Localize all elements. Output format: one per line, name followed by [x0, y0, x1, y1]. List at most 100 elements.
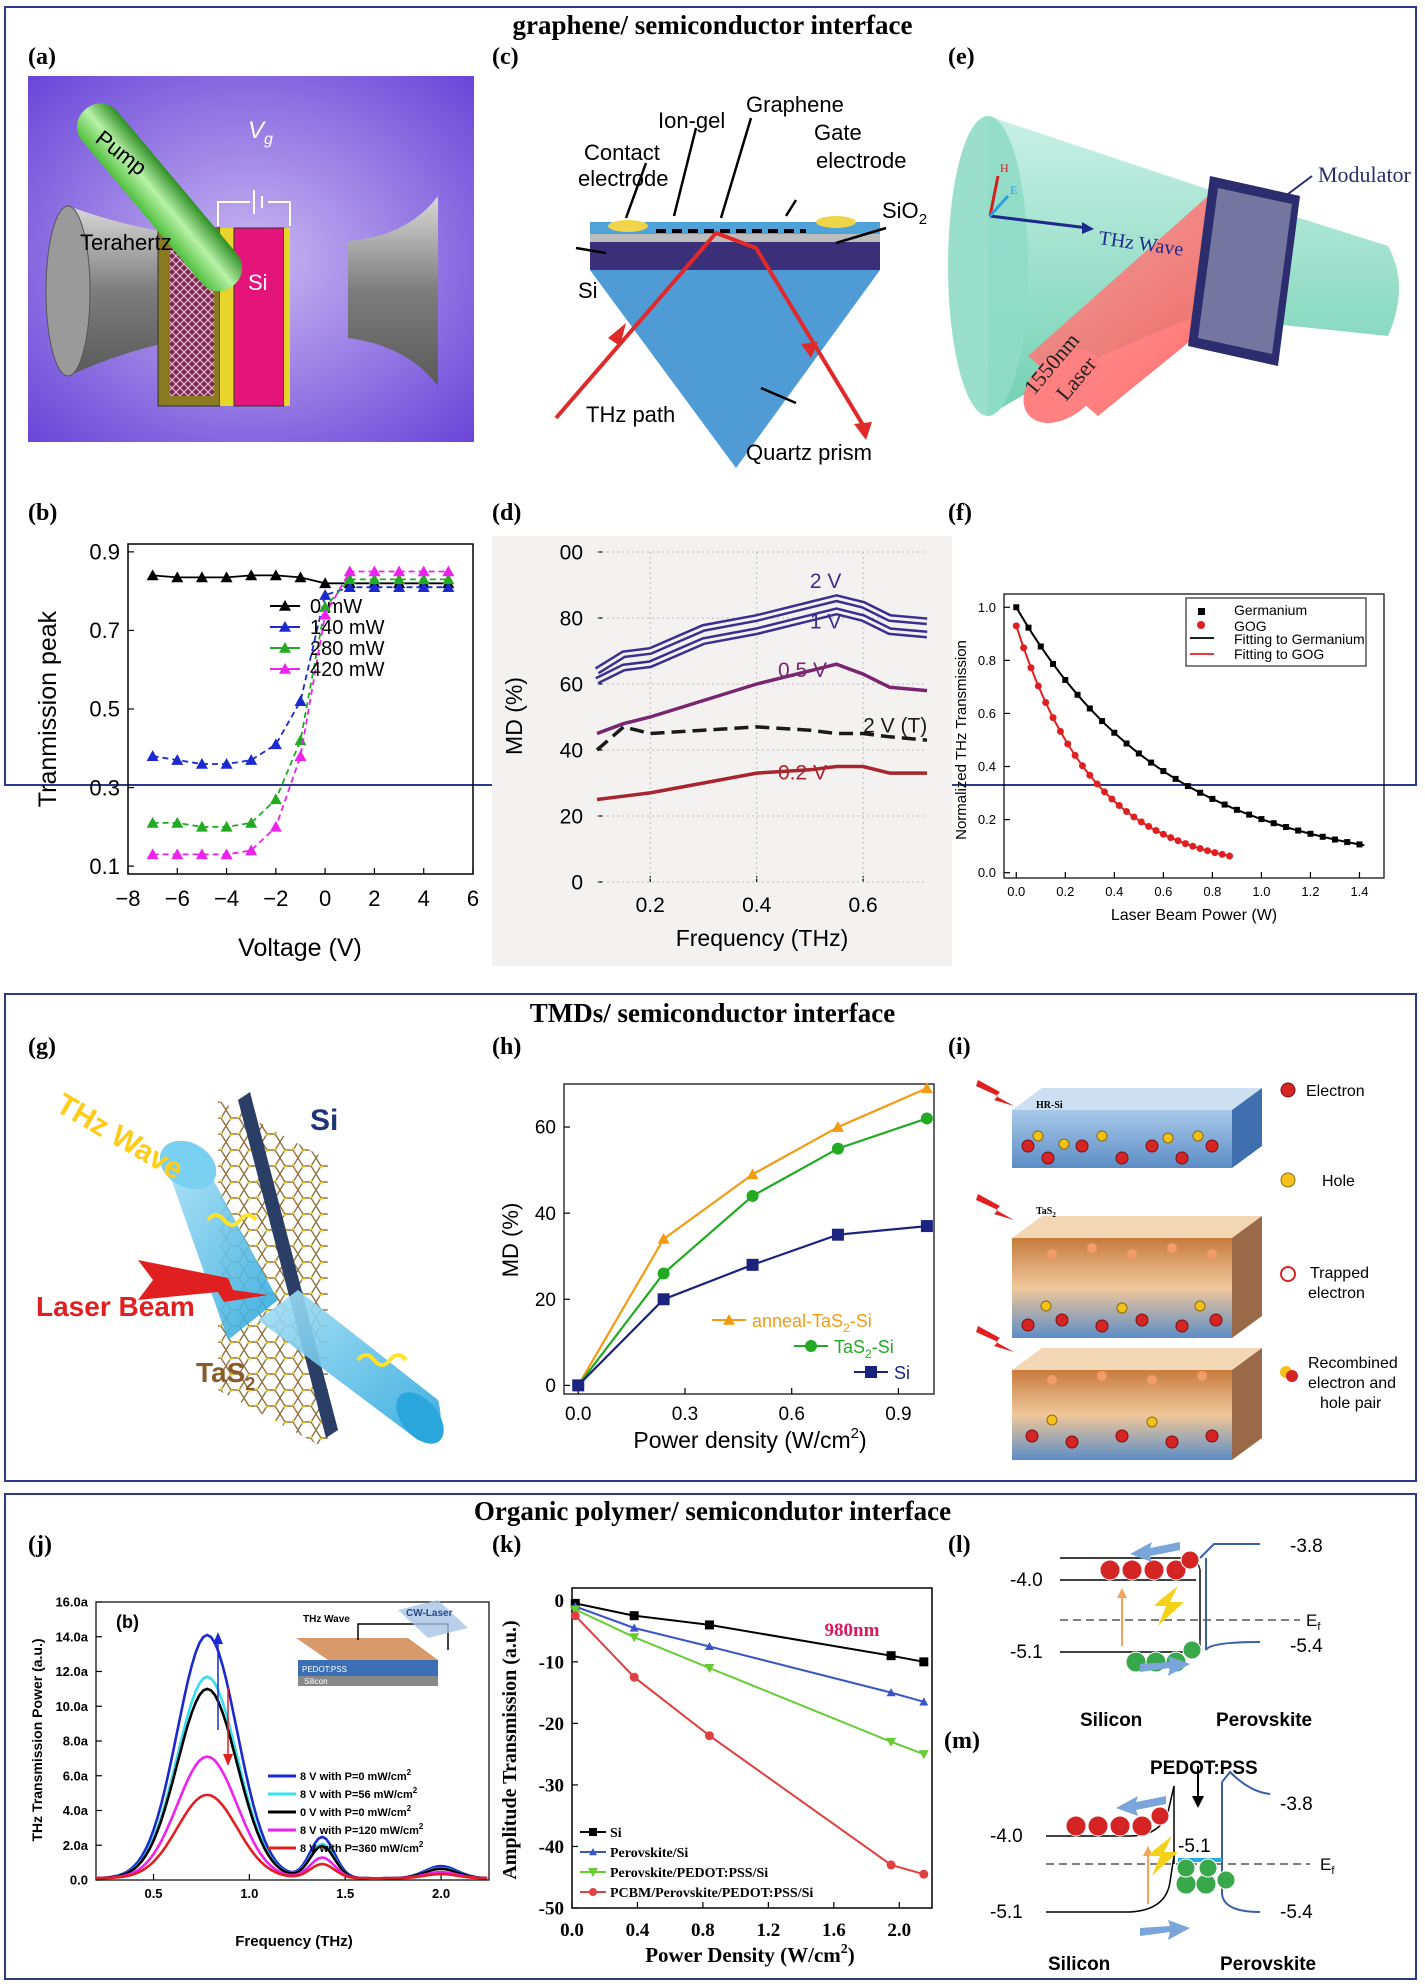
chart-b-point [269, 569, 282, 581]
chart-b-legend-marker [279, 642, 291, 653]
chart-h-point [657, 1293, 670, 1306]
chart-j-xtick-label: 1.5 [336, 1886, 354, 1901]
chart-f-point-gog [1189, 842, 1197, 850]
chart-k-point [919, 1657, 929, 1667]
chart-f-point-gog [1049, 714, 1057, 722]
chart-k-point [886, 1737, 897, 1747]
section-title-tmds: TMDs/ semiconductor interface [529, 998, 896, 1028]
chart-f-ytick-label: 0.8 [978, 653, 996, 668]
chart-b-point [343, 573, 356, 585]
chart-h-point [746, 1189, 759, 1202]
chart-f-point-germanium [1148, 759, 1155, 766]
chart-j-xtick-label: 2.0 [432, 1886, 450, 1901]
chart-h-point [572, 1379, 585, 1392]
chart-k-legend-marker [588, 1868, 598, 1877]
chart-h-point [746, 1168, 759, 1180]
chart-k-ytick-label: -20 [539, 1714, 564, 1735]
chart-f-xtick-label: 0.2 [1056, 884, 1074, 899]
terahertz-label: Terahertz [80, 230, 172, 255]
chart-k-point [704, 1731, 714, 1741]
chart-k-point [919, 1869, 929, 1879]
chart-f-point-gog [1130, 813, 1138, 821]
si-label: Si [248, 270, 268, 295]
chart-h-ytick-label: 20 [535, 1290, 556, 1311]
chart-b-point [442, 581, 455, 593]
chart-b-point [368, 565, 381, 577]
m-perovskite: Perovskite [1220, 1954, 1316, 1975]
chart-h-ytick-label: 40 [535, 1204, 556, 1225]
chart-f-legend-1: GOG [1234, 618, 1267, 634]
chart-f-point-germanium [1074, 691, 1081, 698]
chart-j-ylabel: THz Transmission Power (a.u.) [29, 1638, 45, 1841]
chart-k-point [629, 1623, 639, 1632]
chart-h-legend-marker [865, 1366, 877, 1378]
chart-b-point [294, 750, 307, 761]
chart-f-point-gog [1086, 771, 1094, 779]
chart-d-ylabel: MD (%) [501, 677, 527, 755]
sio2-label: SiO2 [882, 198, 927, 228]
chart-j-legend-label: 8 V with P=120 mW/cm2 [300, 1822, 424, 1837]
chart-d-xtick-label: 0.2 [636, 894, 665, 917]
chart-b-ytick-label: 0.5 [89, 697, 120, 722]
chart-f-point-germanium [1246, 811, 1253, 818]
chart-h-point [920, 1082, 933, 1094]
graphene-label: Graphene [746, 92, 844, 117]
hrsi-label: HR-Si [1036, 1100, 1063, 1111]
chart-b-point [220, 758, 233, 769]
chart-h-legend-marker [805, 1340, 817, 1352]
chart-k-annotation: 980nm [825, 1620, 880, 1641]
chart-b-xtick-label: −8 [115, 886, 140, 911]
chart-f-ytick-label: 0.6 [978, 706, 996, 721]
chart-d-series-line [596, 764, 927, 802]
contact-label-2: electrode [578, 166, 669, 191]
section-title-organic: Organic polymer/ semicondutor interface [473, 1496, 952, 1526]
chart-j-ytick-label: 2.0a [63, 1838, 89, 1853]
chart-f-point-gog [1196, 845, 1204, 853]
chart-b-xtick-label: 6 [467, 886, 479, 911]
chart-k-point [629, 1611, 639, 1621]
chart-j-ytick-label: 10.0a [55, 1699, 88, 1714]
chart-f-xtick-label: 1.0 [1252, 884, 1270, 899]
e-field-label: E [1010, 183, 1017, 197]
chart-b-ytick-label: 0.3 [89, 775, 120, 800]
chart-f-point-gog [1123, 808, 1131, 816]
gate-label-2: electrode [816, 148, 907, 173]
chart-f-point-gog [1115, 802, 1123, 810]
diagram-e: Modulator THz Wave H E 1550nm Laser [948, 116, 1412, 423]
chart-k: 0.0 0.4 0.8 1.2 1.6 2.0 0 -10 -20 -30 -40 -50 Si Pero… [499, 1587, 933, 1967]
chart-f-point-germanium [1099, 718, 1106, 725]
chart-b-point [220, 848, 233, 860]
chart-k-point [886, 1651, 896, 1661]
chart-d-series-label: 0.5 V [778, 659, 827, 682]
chart-k-xtick-label: 0.0 [560, 1920, 584, 1941]
chart-f-point-gog [1152, 827, 1160, 835]
panel-label-a: (a) [28, 44, 56, 70]
chart-h-legend-label: TaS2-Si [834, 1337, 894, 1361]
chart-b-point [171, 816, 184, 828]
chart-f-legend-3: Fitting to GOG [1234, 646, 1324, 662]
chart-f-point-gog [1042, 699, 1050, 707]
chart-b-point [319, 577, 332, 589]
chart-b-point [393, 581, 406, 593]
diagram-m: PEDOT:PSS -4.0 -5.1 -3.8 -5.1 -5.4 Ef Si… [990, 1758, 1335, 1975]
chart-f-point-germanium [1295, 827, 1302, 834]
chart-f-point-gog [1101, 788, 1109, 796]
chart-f-xlabel: Laser Beam Power (W) [1111, 907, 1277, 924]
chart-d-series-line [596, 662, 928, 736]
legend-trapped-2: electron [1308, 1285, 1365, 1302]
inset-thz-wave: THz Wave [303, 1614, 350, 1625]
diagram-a: Pump Terahertz Si Vg [28, 76, 474, 442]
chart-b-point [171, 754, 184, 765]
laser-beam-label: Laser Beam [36, 1291, 195, 1322]
tas2-label-g: TaS2 [196, 1357, 255, 1394]
section-organic [4, 1493, 1417, 1980]
chart-f-point-germanium [1123, 740, 1130, 747]
diagram-i: HR-Si TaS2 Electron Hole Trapped electro… [976, 1080, 1398, 1460]
chart-f-xtick-label: 0.6 [1154, 884, 1172, 899]
chart-f-legend-2: Fitting to Germanium [1234, 631, 1365, 647]
chart-k-legend-label: Perovskite/Si [610, 1846, 688, 1861]
chart-f-point-gog [1093, 780, 1101, 788]
legend-recombined-3: hole pair [1320, 1395, 1382, 1412]
chart-k-ytick-label: -10 [539, 1652, 564, 1673]
chart-b-point [417, 565, 430, 577]
